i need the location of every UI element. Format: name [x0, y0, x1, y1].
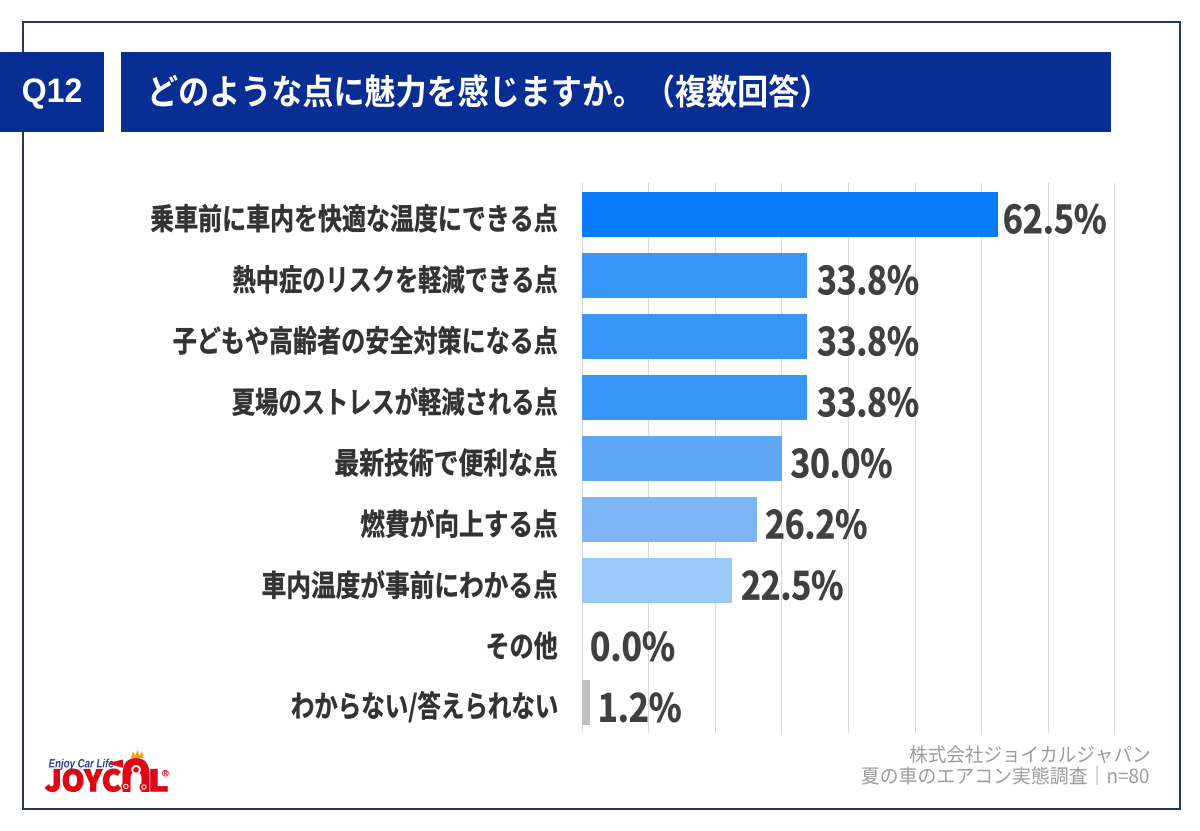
svg-text:R: R [164, 771, 168, 777]
